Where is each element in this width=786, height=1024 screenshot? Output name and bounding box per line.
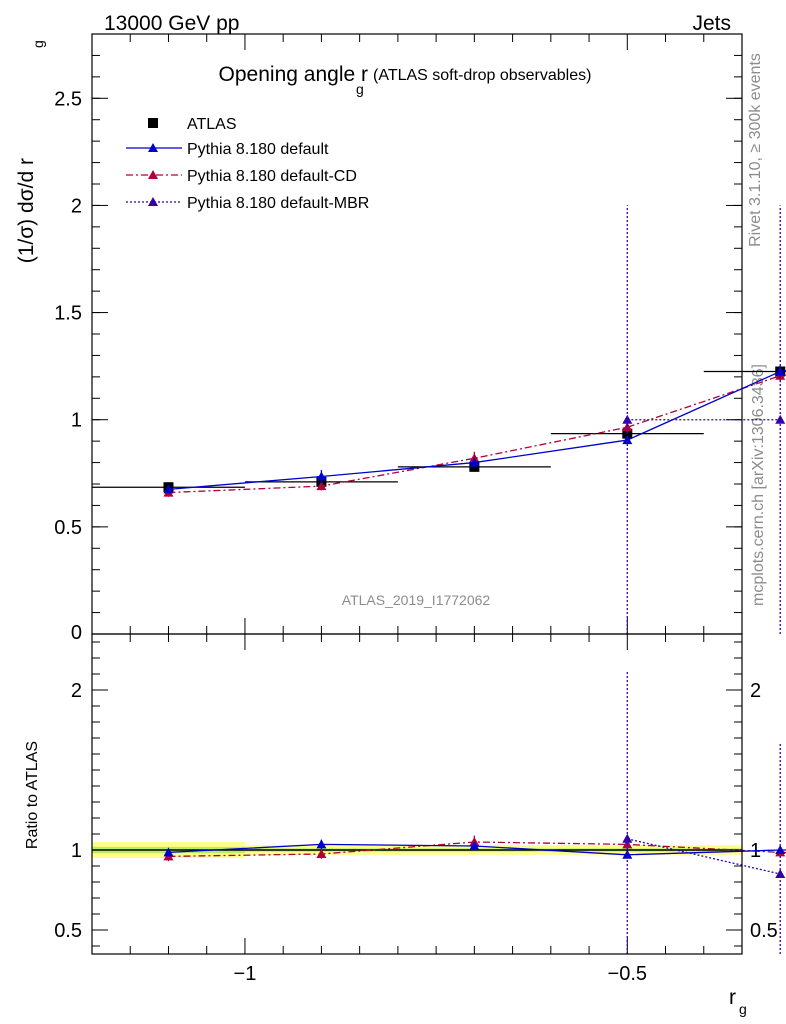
ratio-panel: Ratio to ATLAS 0.5 0.51 12 2−1 −0.5 r g — [24, 633, 786, 1017]
ratio-data-series — [163, 670, 786, 954]
y-tick-label: 1.5 — [54, 303, 82, 325]
y-tick-label: 2 — [71, 195, 82, 217]
x-axis-label: r — [729, 986, 736, 1009]
legend-entry-pythia-cd: Pythia 8.180 default-CD — [126, 168, 357, 185]
y-tick-label: 1 — [71, 840, 82, 862]
main-data-series — [92, 205, 786, 634]
rivet-label: Rivet 3.1.10, ≥ 300k events — [747, 53, 764, 247]
data-point-triangle — [316, 471, 327, 481]
data-point-triangle — [163, 484, 174, 494]
series-line — [168, 369, 786, 491]
ratio-axis-ticks: 0.5 0.51 12 2−1 −0.5 — [54, 634, 778, 985]
legend-marker-triangle — [148, 143, 158, 152]
plot-title-subscript: g — [356, 81, 364, 97]
legend-label: Pythia 8.180 default — [187, 141, 329, 158]
data-point-triangle — [622, 839, 633, 849]
mcplots-label: mcplots.cern.ch [arXiv:1306.3436] — [750, 364, 767, 606]
data-point-triangle — [316, 839, 327, 849]
legend-label: Pythia 8.180 default-MBR — [187, 195, 369, 212]
ratio-plot-frame — [91, 633, 743, 955]
series-line — [168, 843, 786, 856]
legend-label: ATLAS — [187, 116, 237, 133]
y-tick-label-right: 0.5 — [750, 920, 778, 942]
y-tick-label: 0.5 — [54, 920, 82, 942]
y-tick-label-clipped: 0 — [71, 622, 82, 644]
plot-title: Opening angle r — [219, 63, 368, 86]
legend: ATLAS Pythia 8.180 default Pythia 8.180 … — [126, 116, 369, 212]
legend-marker-square — [148, 118, 158, 128]
legend-entry-pythia-mbr: Pythia 8.180 default-MBR — [126, 195, 369, 212]
data-point-triangle — [622, 414, 633, 424]
data-point-triangle — [622, 435, 633, 445]
y-tick-label: 2 — [71, 680, 82, 702]
y-axis-label-subscript: g — [30, 40, 46, 48]
legend-entry-pythia-default: Pythia 8.180 default — [126, 141, 329, 158]
data-point-triangle — [775, 414, 786, 424]
data-point-triangle — [622, 833, 633, 843]
x-tick-label: −0.5 — [608, 963, 647, 985]
legend-label: Pythia 8.180 default-CD — [187, 168, 357, 185]
legend-marker-triangle — [148, 170, 158, 179]
x-tick-label: −1 — [234, 963, 257, 985]
data-point-triangle — [622, 849, 633, 859]
data-point-triangle — [316, 481, 327, 491]
y-tick-label: 2.5 — [54, 88, 82, 110]
main-panel: Opening angle r g (ATLAS soft-drop obser… — [15, 33, 786, 644]
data-point-triangle — [469, 841, 480, 850]
data-point-triangle — [163, 847, 174, 857]
data-point-triangle — [775, 366, 786, 376]
data-point-triangle — [469, 457, 480, 467]
y-tick-label: 0.5 — [54, 517, 82, 539]
header-collision-label: 13000 GeV pp — [104, 12, 239, 35]
legend-marker-triangle — [148, 197, 158, 206]
y-tick-label-right: 2 — [750, 680, 761, 702]
plot-title-extra: (ATLAS soft-drop observables) — [373, 67, 591, 84]
header-process-label: Jets — [692, 12, 731, 35]
x-axis-label-subscript: g — [739, 1001, 747, 1017]
analysis-watermark: ATLAS_2019_I1772062 — [342, 592, 491, 608]
ratio-y-axis-label: Ratio to ATLAS — [24, 741, 41, 849]
y-axis-label: (1/σ) dσ/d r — [15, 158, 38, 263]
legend-entry-atlas: ATLAS — [148, 116, 237, 133]
y-tick-label: 1 — [71, 410, 82, 432]
data-point-triangle — [775, 869, 786, 878]
series-line — [168, 374, 786, 494]
data-point-triangle — [622, 422, 633, 432]
data-point-triangle — [316, 849, 327, 858]
